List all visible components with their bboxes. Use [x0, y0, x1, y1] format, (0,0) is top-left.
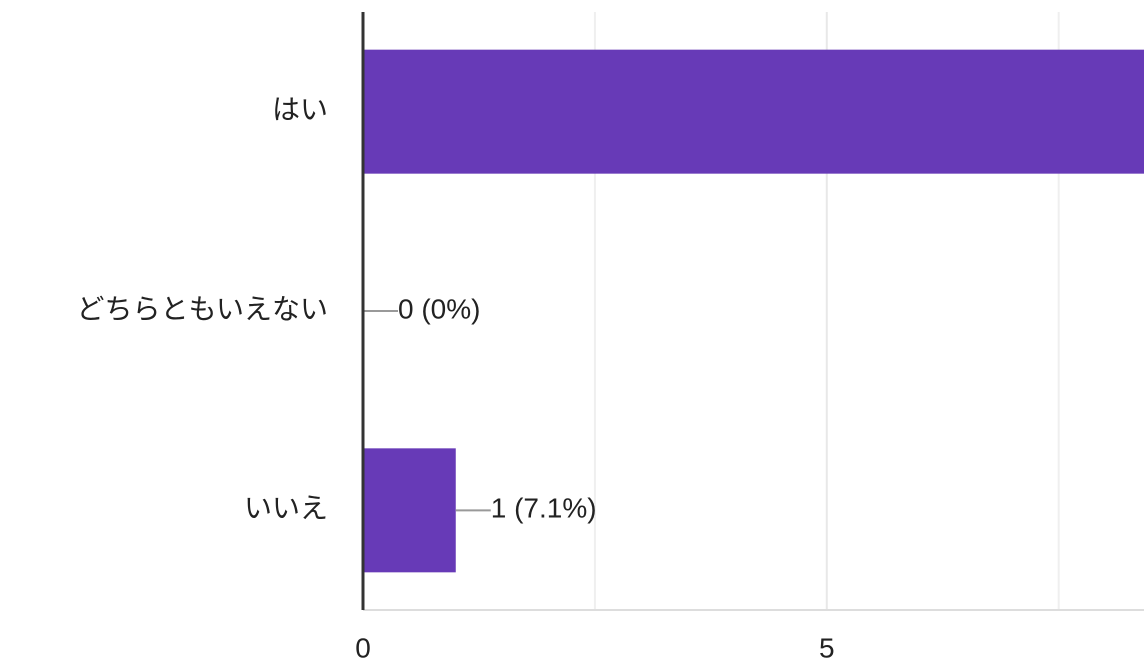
- x-tick-label: 5: [819, 632, 835, 663]
- x-tick-label: 0: [355, 632, 371, 663]
- category-label: いいえ: [244, 493, 328, 524]
- bars: [363, 49, 1144, 573]
- bar: [363, 448, 456, 573]
- category-label: どちらともいえない: [77, 293, 328, 324]
- value-label: 1 (7.1%): [491, 493, 597, 524]
- bar: [363, 49, 1144, 174]
- value-label: 0 (0%): [398, 293, 480, 324]
- category-label: はい: [272, 94, 328, 125]
